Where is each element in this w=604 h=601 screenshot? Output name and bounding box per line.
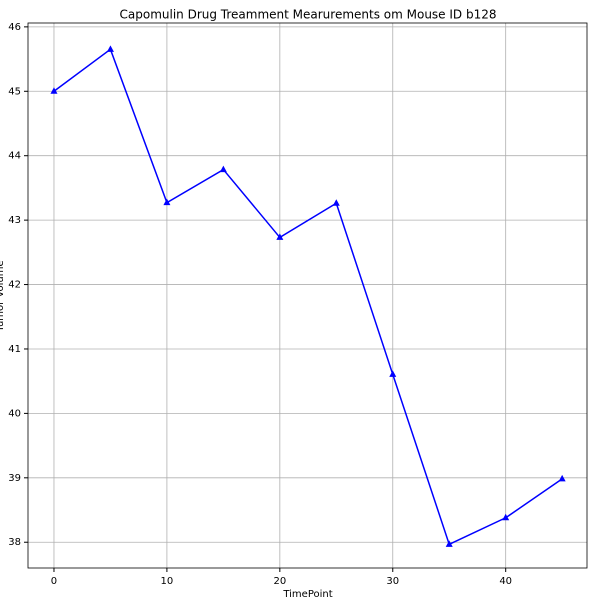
data-point	[332, 199, 340, 206]
data-point	[445, 540, 453, 547]
x-tick-label: 20	[273, 576, 286, 587]
y-tick-label: 46	[8, 22, 21, 33]
x-tick-label: 30	[386, 576, 399, 587]
data-point	[50, 87, 58, 94]
data-point	[163, 198, 171, 206]
y-tick-label: 38	[8, 537, 21, 548]
data-point	[219, 165, 227, 173]
data-point	[558, 474, 566, 482]
y-tick-label: 45	[8, 86, 21, 97]
data-point	[389, 370, 397, 377]
x-axis-label: TimePoint	[282, 589, 332, 600]
y-tick-label: 43	[8, 215, 21, 226]
x-tick-label: 10	[161, 576, 174, 587]
plot-frame	[27, 22, 588, 569]
data-point	[106, 45, 114, 52]
data-point	[502, 513, 510, 521]
data-point	[276, 233, 284, 240]
data-line	[53, 48, 563, 546]
y-tick-label: 39	[8, 473, 21, 484]
y-tick-label: 41	[8, 344, 21, 355]
x-tick-label: 0	[51, 576, 57, 587]
chart-title: Capomulin Drug Treamment Mearurements om…	[120, 8, 497, 22]
y-tick-label: 42	[8, 280, 21, 291]
y-tick-label: 44	[8, 151, 21, 162]
y-tick-label: 40	[8, 408, 21, 419]
y-axis-label: Tumor Volume	[0, 260, 6, 332]
x-tick-label: 40	[499, 576, 512, 587]
